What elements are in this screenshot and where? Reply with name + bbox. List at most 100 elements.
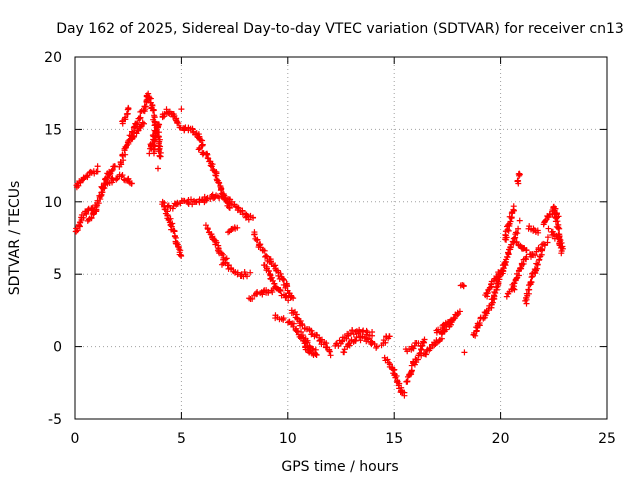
data-point: [535, 229, 542, 236]
data-point: [556, 225, 563, 232]
data-point: [169, 205, 176, 212]
data-point: [476, 320, 483, 327]
data-point: [543, 216, 550, 223]
data-point: [283, 293, 290, 300]
data-point: [111, 163, 118, 170]
data-point: [234, 224, 241, 231]
data-point: [346, 342, 353, 349]
data-point: [363, 327, 370, 334]
data-point: [407, 369, 414, 376]
data-point: [139, 119, 146, 126]
data-point: [128, 128, 135, 135]
data-point: [151, 137, 158, 144]
data-point: [526, 223, 533, 230]
data-point: [516, 171, 523, 178]
data-point: [269, 289, 276, 296]
data-point: [456, 308, 463, 315]
data-point: [485, 306, 492, 313]
data-point: [522, 297, 529, 304]
data-point: [249, 295, 256, 302]
chart-title: Day 162 of 2025, Sidereal Day-to-day VTE…: [56, 21, 624, 37]
y-tick-label: 0: [53, 340, 62, 356]
data-point: [142, 103, 149, 110]
data-point: [386, 361, 393, 368]
data-point: [84, 174, 91, 181]
data-point: [301, 340, 308, 347]
data-point: [74, 227, 81, 234]
data-point: [525, 286, 532, 293]
data-point: [97, 196, 104, 203]
data-point: [536, 256, 543, 263]
data-point: [269, 277, 276, 284]
data-point: [505, 222, 512, 229]
data-point: [421, 336, 428, 343]
data-point: [326, 348, 333, 355]
data-point: [125, 104, 132, 111]
data-point: [277, 288, 284, 295]
data-point: [263, 252, 270, 259]
data-point: [297, 317, 304, 324]
data-point: [512, 234, 519, 241]
x-tick-label: 0: [71, 431, 80, 447]
data-point: [207, 196, 214, 203]
x-tick-label: 25: [598, 431, 616, 447]
data-point: [505, 249, 512, 256]
data-point: [75, 182, 82, 189]
data-point: [272, 283, 279, 290]
data-point: [164, 208, 171, 215]
data-point: [555, 225, 562, 232]
data-point: [134, 119, 141, 126]
data-point: [510, 203, 517, 210]
data-point: [349, 327, 356, 334]
data-point: [251, 231, 258, 238]
data-point: [259, 291, 266, 298]
data-point: [178, 106, 185, 113]
data-point: [141, 103, 148, 110]
data-point: [516, 217, 523, 224]
x-tick-label: 20: [492, 431, 510, 447]
data-point: [195, 146, 202, 153]
data-point: [98, 184, 105, 191]
data-point: [204, 226, 211, 233]
data-point: [223, 255, 230, 262]
data-point: [542, 218, 549, 225]
data-point: [472, 332, 479, 339]
data-point: [265, 267, 272, 274]
data-point: [113, 176, 120, 183]
data-point: [156, 146, 163, 153]
data-point: [392, 374, 399, 381]
data-point: [423, 351, 430, 358]
data-point: [215, 179, 222, 186]
data-point: [213, 170, 220, 177]
data-point: [80, 214, 87, 221]
data-points: [72, 90, 566, 399]
data-point: [419, 342, 426, 349]
data-point: [94, 163, 101, 170]
data-point: [137, 108, 144, 115]
data-point: [507, 244, 514, 251]
data-point: [558, 250, 565, 257]
y-tick-label: 20: [44, 50, 62, 66]
data-point: [156, 121, 163, 128]
data-point: [507, 218, 514, 225]
data-point: [93, 203, 100, 210]
data-point: [515, 225, 522, 232]
grid-lines: [75, 57, 607, 419]
data-point: [246, 295, 253, 302]
data-point: [369, 332, 376, 339]
data-point: [280, 315, 287, 322]
data-point: [294, 328, 301, 335]
data-point: [294, 314, 301, 321]
data-point: [94, 168, 101, 175]
data-point: [204, 194, 211, 201]
data-point: [510, 235, 517, 242]
data-point: [500, 265, 507, 272]
data-point: [384, 356, 391, 363]
data-point: [167, 215, 174, 222]
data-point: [247, 269, 254, 276]
data-point: [76, 222, 83, 229]
data-point: [271, 280, 278, 287]
data-point: [154, 165, 161, 172]
data-point: [282, 294, 289, 301]
